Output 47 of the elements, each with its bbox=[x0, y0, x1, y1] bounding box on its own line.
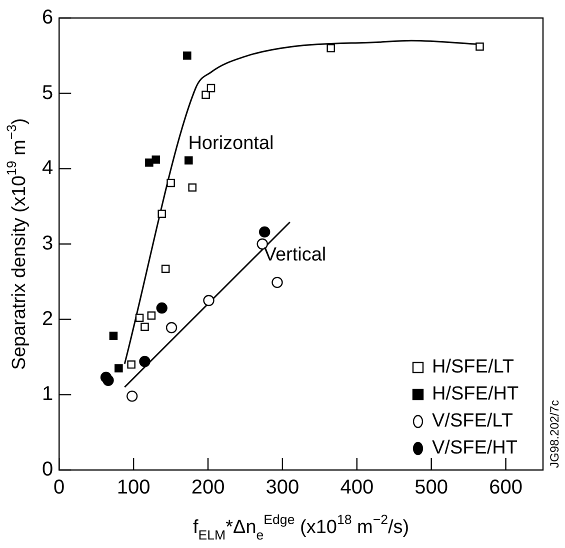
x-tick-label: 500 bbox=[414, 476, 448, 499]
point bbox=[126, 390, 138, 402]
legend-label: V/SFE/HT bbox=[432, 438, 518, 459]
point bbox=[206, 84, 216, 92]
point bbox=[202, 90, 210, 99]
point bbox=[127, 360, 136, 369]
legend-label: H/SFE/LT bbox=[432, 356, 514, 378]
x-tick-label: 200 bbox=[191, 476, 225, 499]
y-tick-label: 1 bbox=[42, 383, 54, 406]
point bbox=[166, 322, 178, 334]
y-tick-label: 4 bbox=[42, 157, 54, 180]
point bbox=[161, 264, 170, 273]
point bbox=[203, 294, 214, 306]
point bbox=[145, 158, 154, 167]
legend-label: H/SFE/HT bbox=[432, 384, 519, 405]
text: JG98.202/7c bbox=[547, 400, 562, 468]
point bbox=[102, 374, 114, 386]
series-label: Horizontal bbox=[188, 133, 274, 154]
x-tick-label: 300 bbox=[266, 476, 300, 499]
point bbox=[158, 210, 166, 218]
point bbox=[272, 276, 283, 288]
point bbox=[184, 156, 193, 165]
point bbox=[152, 155, 160, 164]
x-tick-label: 600 bbox=[489, 476, 522, 499]
y-tick-label: 0 bbox=[42, 458, 54, 481]
x-tick-label: 100 bbox=[116, 476, 150, 499]
series-label: Vertical bbox=[264, 244, 326, 266]
x-tick-label: 400 bbox=[340, 476, 374, 499]
point bbox=[166, 178, 175, 188]
point bbox=[140, 322, 149, 331]
point bbox=[326, 44, 335, 52]
legend-label: V/SFE/LT bbox=[432, 410, 514, 432]
point bbox=[183, 52, 192, 60]
point bbox=[476, 42, 484, 51]
point bbox=[139, 356, 150, 368]
point bbox=[188, 183, 197, 192]
point bbox=[109, 332, 118, 340]
y-axis-title: Separatrix density (x1019 m−3) bbox=[4, 118, 30, 370]
point bbox=[147, 311, 156, 320]
point bbox=[156, 302, 168, 314]
y-tick-label: 2 bbox=[42, 308, 54, 330]
y-tick-label: 6 bbox=[42, 6, 54, 29]
y-tick-label: 3 bbox=[42, 232, 54, 255]
point bbox=[258, 226, 270, 238]
point bbox=[135, 314, 144, 322]
point bbox=[114, 364, 123, 372]
y-tick-label: 5 bbox=[42, 82, 54, 104]
